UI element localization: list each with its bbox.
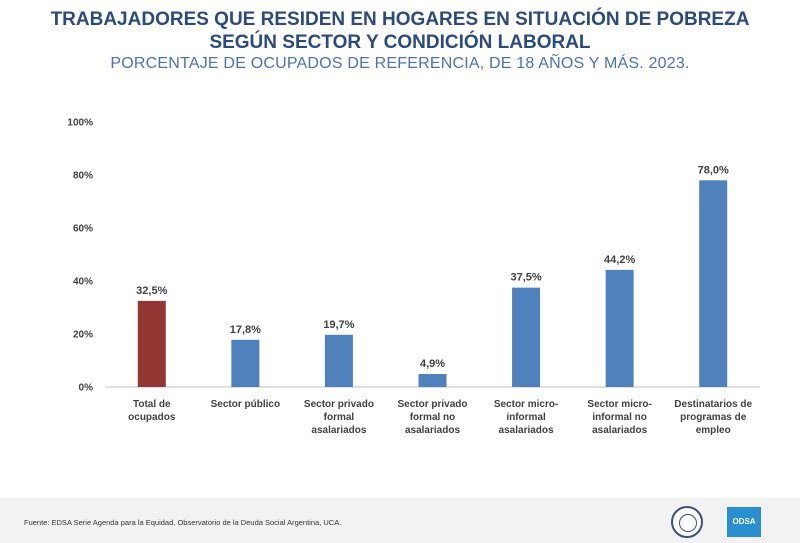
data-label: 37,5% — [510, 272, 541, 284]
data-label: 4,9% — [420, 358, 445, 370]
y-tick-label: 20% — [73, 330, 93, 341]
y-tick-label: 60% — [73, 224, 93, 235]
bar — [699, 180, 728, 387]
data-label: 19,7% — [323, 319, 354, 331]
bar — [512, 287, 541, 387]
category-label: Sector público — [211, 399, 280, 410]
bar — [231, 339, 260, 387]
y-tick-label: 0% — [79, 383, 94, 394]
data-label: 17,8% — [230, 324, 261, 336]
category-label: Sector privado formal asalariados — [304, 399, 374, 436]
data-label: 44,2% — [604, 254, 635, 266]
chart-title-line1: TRABAJADORES QUE RESIDEN EN HOGARES EN S… — [50, 9, 750, 30]
chart-subtitle: PORCENTAJE DE OCUPADOS DE REFERENCIA, DE… — [110, 55, 690, 72]
data-label: 32,5% — [136, 285, 167, 297]
odsa-logo: ODSA — [727, 507, 761, 537]
footer-bar: Fuente: EDSA Serie Agenda para la Equida… — [0, 498, 800, 543]
y-tick-label: 40% — [73, 277, 93, 288]
university-seal-icon — [671, 506, 703, 538]
bar — [137, 300, 166, 387]
data-label: 78,0% — [698, 164, 729, 176]
category-label: Sector micro-informal asalariados — [494, 399, 558, 436]
bar — [605, 269, 634, 387]
source-note: Fuente: EDSA Serie Agenda para la Equida… — [24, 518, 342, 527]
bar-chart: 0% 20% 40% 60% 80% 100% 32,5% Total de ocupados 1… — [67, 118, 760, 436]
y-tick-label: 100% — [67, 118, 93, 129]
chart-title-line2: SEGÚN SECTOR Y CONDICIÓN LABORAL — [209, 32, 591, 53]
category-label: Total de ocupados — [128, 399, 176, 423]
category-label: Sector micro-informal no asalariados — [587, 399, 651, 436]
bar — [418, 374, 447, 387]
y-tick-label: 80% — [73, 171, 93, 182]
category-label: Destinatarios de programas de empleo — [674, 399, 752, 436]
category-label: Sector privado formal no asalariados — [397, 399, 467, 436]
bar — [324, 334, 353, 387]
